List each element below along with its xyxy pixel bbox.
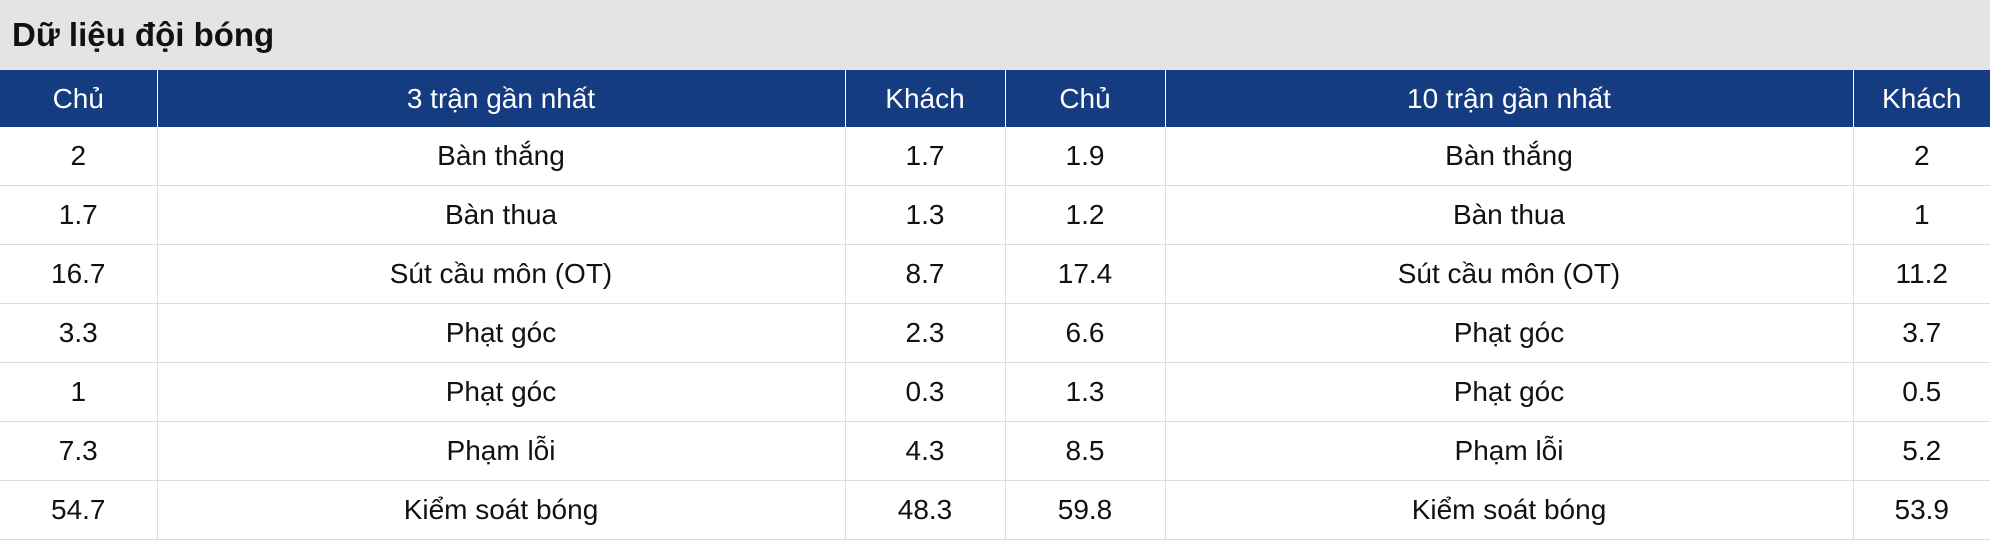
table-cell: Phạt góc xyxy=(157,303,846,363)
table-cell: 7.3 xyxy=(0,421,158,481)
table-row: 54.7 Kiểm soát bóng 48.3 59.8 Kiểm soát bóng… xyxy=(0,480,1990,540)
table-cell: 2 xyxy=(1853,127,1990,186)
table-row: 7.3 Phạm lỗi 4.3 8.5 Phạm lỗi 5.2 xyxy=(0,421,1990,481)
table-cell: 8.5 xyxy=(1005,421,1166,481)
table-cell: Phạt góc xyxy=(157,362,846,422)
table-row: 1 Phạt góc 0.3 1.3 Phạt góc 0.5 xyxy=(0,362,1990,422)
table-cell: Bàn thua xyxy=(157,185,846,245)
column-header: Khách xyxy=(845,70,1006,127)
table-row: 16.7 Sút cầu môn (OT) 8.7 17.4 Sút cầu môn (… xyxy=(0,244,1990,304)
table-cell: 1 xyxy=(1853,185,1990,245)
table-row: 2 Bàn thắng 1.7 1.9 Bàn thắng 2 xyxy=(0,127,1990,186)
table-cell: 1.2 xyxy=(1005,185,1166,245)
column-header: 3 trận gần nhất xyxy=(157,70,846,127)
column-header: Khách xyxy=(1853,70,1990,127)
table-cell: 3.3 xyxy=(0,303,158,363)
table-cell: Kiểm soát bóng xyxy=(157,480,846,540)
column-header: Chủ xyxy=(1005,70,1166,127)
table-cell: 2.3 xyxy=(845,303,1006,363)
table-cell: 0.3 xyxy=(845,362,1006,422)
column-header: Chủ xyxy=(0,70,158,127)
table-cell: 17.4 xyxy=(1005,244,1166,304)
table-row: 3.3 Phạt góc 2.3 6.6 Phạt góc 3.7 xyxy=(0,303,1990,363)
table-cell: 53.9 xyxy=(1853,480,1990,540)
table-cell: Sút cầu môn (OT) xyxy=(1165,244,1854,304)
table-cell: 1.7 xyxy=(845,127,1006,186)
table-cell: Phạm lỗi xyxy=(1165,421,1854,481)
table-cell: 6.6 xyxy=(1005,303,1166,363)
table-cell: 1.7 xyxy=(0,185,158,245)
table-cell: 8.7 xyxy=(845,244,1006,304)
title-bar: Dữ liệu đội bóng xyxy=(0,0,1990,70)
table-row: 1.7 Bàn thua 1.3 1.2 Bàn thua 1 xyxy=(0,185,1990,245)
table-cell: Bàn thua xyxy=(1165,185,1854,245)
table-cell: 54.7 xyxy=(0,480,158,540)
column-header: 10 trận gần nhất xyxy=(1165,70,1854,127)
table-cell: 1.3 xyxy=(845,185,1006,245)
table-cell: 3.7 xyxy=(1853,303,1990,363)
table-cell: 1.9 xyxy=(1005,127,1166,186)
table-cell: 5.2 xyxy=(1853,421,1990,481)
table-cell: Kiểm soát bóng xyxy=(1165,480,1854,540)
table-cell: Sút cầu môn (OT) xyxy=(157,244,846,304)
title: Dữ liệu đội bóng xyxy=(12,16,275,53)
stats-table: Chủ 3 trận gần nhất Khách Chủ 10 trận gần nh… xyxy=(0,70,1990,540)
table-cell: 59.8 xyxy=(1005,480,1166,540)
table-cell: Bàn thắng xyxy=(157,127,846,186)
table-cell: 1.3 xyxy=(1005,362,1166,422)
table-cell: Phạt góc xyxy=(1165,303,1854,363)
table-cell: 1 xyxy=(0,362,158,422)
table-cell: 0.5 xyxy=(1853,362,1990,422)
table-cell: 2 xyxy=(0,127,158,186)
table-cell: Phạm lỗi xyxy=(157,421,846,481)
header-row: Chủ 3 trận gần nhất Khách Chủ 10 trận gần nh… xyxy=(0,70,1990,127)
table-cell: 4.3 xyxy=(845,421,1006,481)
table-cell: 16.7 xyxy=(0,244,158,304)
table-cell: 48.3 xyxy=(845,480,1006,540)
table-cell: 11.2 xyxy=(1853,244,1990,304)
table-body: 2 Bàn thắng 1.7 1.9 Bàn thắng 2 1.7 Bàn thua 1.3… xyxy=(0,127,1990,540)
table-cell: Phạt góc xyxy=(1165,362,1854,422)
table-cell: Bàn thắng xyxy=(1165,127,1854,186)
